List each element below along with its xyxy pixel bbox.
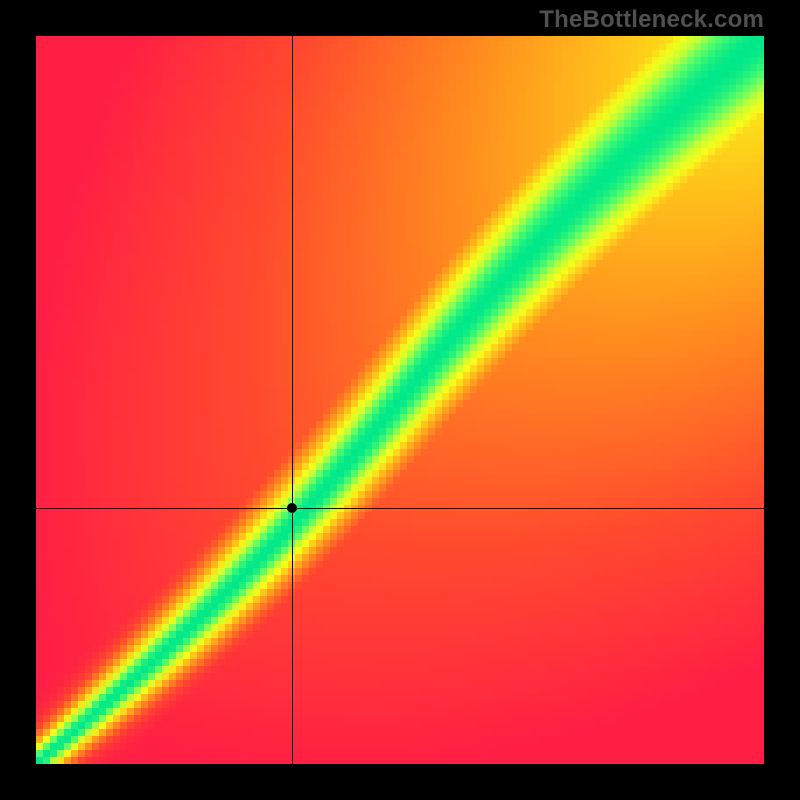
bottleneck-heatmap xyxy=(36,36,764,764)
watermark-text: TheBottleneck.com xyxy=(539,6,764,34)
crosshair-horizontal xyxy=(36,508,764,509)
crosshair-vertical xyxy=(292,36,293,764)
selection-marker xyxy=(287,503,297,513)
